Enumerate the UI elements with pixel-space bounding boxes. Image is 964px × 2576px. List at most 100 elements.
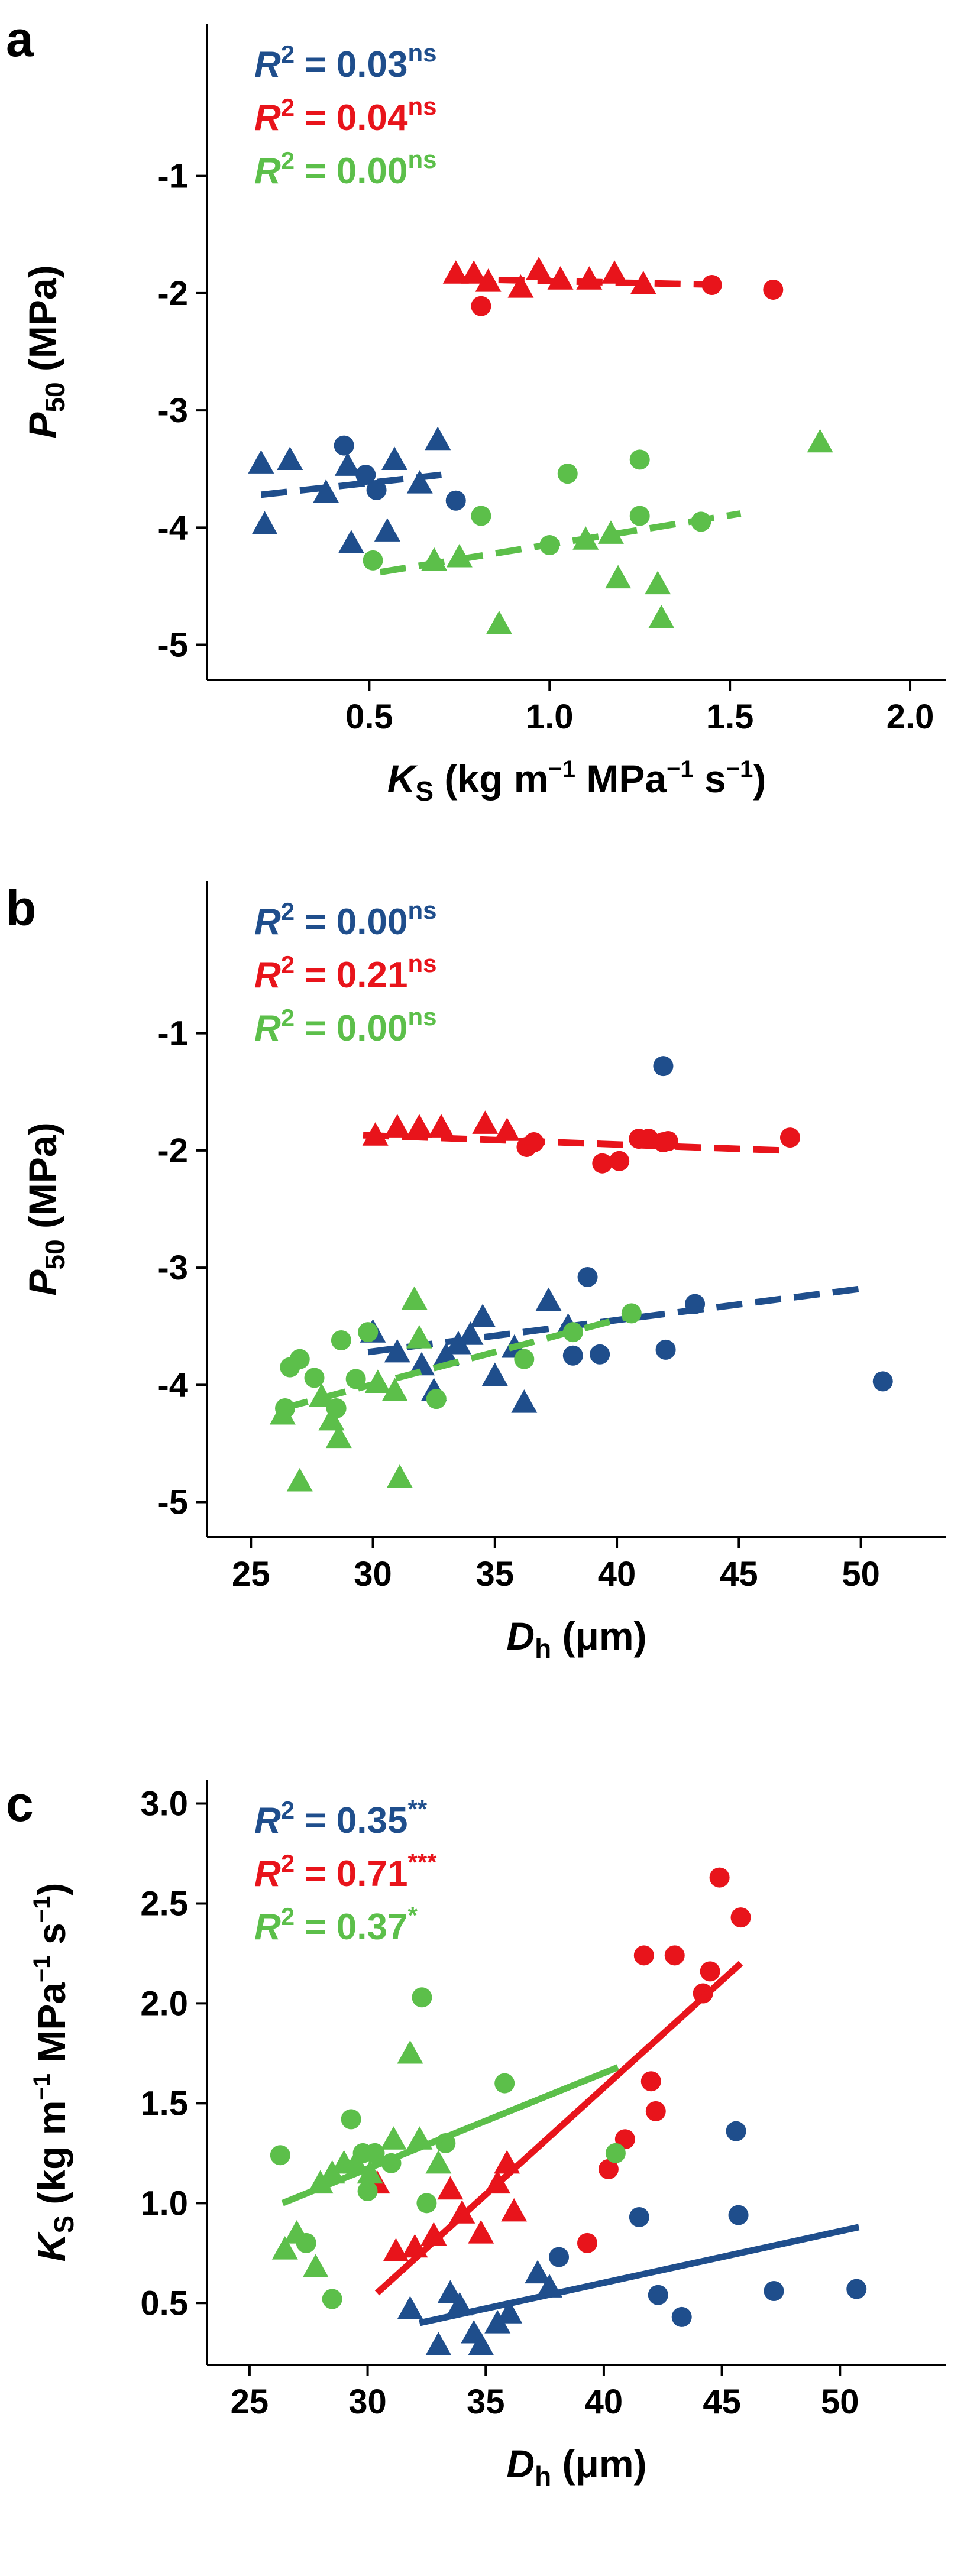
blue-circle-point — [445, 490, 466, 511]
blue-circle-point — [629, 2206, 649, 2227]
green-fit-line — [282, 1311, 638, 1412]
blue-r2-annotation: R2 = 0.03ns — [254, 39, 436, 85]
x-tick-label: 30 — [354, 1555, 392, 1593]
red-r2-annotation: R2 = 0.04ns — [254, 92, 436, 138]
red-circle-point — [763, 279, 784, 300]
green-triangle-point — [486, 610, 512, 634]
x-tick-label: 2.0 — [887, 698, 934, 736]
green-triangle-point — [401, 1286, 428, 1310]
green-circle-point — [270, 2145, 290, 2166]
blue-triangle-point — [409, 1352, 435, 1376]
x-axis-label: Dh (μm) — [506, 1614, 646, 1664]
green-circle-point — [412, 1987, 432, 2008]
red-triangle-point — [576, 266, 603, 290]
green-circle-point — [331, 1330, 351, 1350]
red-circle-point — [577, 2232, 597, 2253]
green-circle-point — [605, 2143, 626, 2163]
x-tick-label: 1.5 — [706, 698, 754, 736]
blue-triangle-point — [381, 446, 408, 470]
blue-circle-point — [764, 2280, 784, 2301]
y-tick-label: -5 — [157, 626, 188, 665]
red-circle-point — [471, 296, 491, 316]
x-axis-label: KS (kg m−1 MPa−1 s−1) — [387, 756, 766, 806]
green-triangle-point — [318, 1407, 345, 1431]
green-circle-point — [471, 506, 491, 526]
green-fit-line — [281, 2064, 619, 2206]
blue-circle-point — [355, 465, 376, 485]
panel-c: c 0.5 1.0 1.5 2.0 2.5 3.0 25 30 35 40 45 50 Dh (μm) KS… — [6, 1776, 946, 2491]
x-tick-label: 45 — [720, 1555, 758, 1593]
x-tick-label: 50 — [842, 1555, 880, 1593]
green-circle-point — [357, 2181, 378, 2202]
blue-triangle-point — [406, 470, 433, 494]
blue-circle-point — [846, 2279, 867, 2299]
blue-circle-point — [726, 2121, 746, 2141]
x-tick-label: 25 — [231, 2383, 269, 2421]
red-triangle-point — [437, 2176, 464, 2200]
blue-triangle-point — [277, 446, 303, 470]
blue-circle-point — [590, 1344, 610, 1365]
red-r2-annotation: R2 = 0.71*** — [254, 1848, 437, 1894]
green-triangle-point — [425, 2150, 452, 2174]
blue-circle-point — [577, 1266, 598, 1287]
green-circle-point — [494, 2073, 515, 2094]
green-triangle-point — [271, 2236, 298, 2260]
green-circle-point — [341, 2109, 361, 2130]
red-triangle-point — [428, 1114, 455, 1138]
blue-circle-point — [562, 1345, 583, 1366]
green-r2-annotation: R2 = 0.37* — [254, 1901, 418, 1948]
y-tick-label: 2.0 — [140, 1984, 188, 2023]
green-circle-point — [416, 2193, 437, 2214]
x-tick-label: 0.5 — [345, 698, 393, 736]
green-triangle-point — [380, 2126, 407, 2150]
x-tick-label: 30 — [348, 2383, 387, 2421]
green-fit-line — [379, 510, 742, 576]
panel-label: b — [6, 880, 36, 936]
red-circle-point — [700, 1961, 720, 1982]
blue-triangle-point — [496, 2300, 523, 2324]
red-circle-point — [664, 1945, 685, 1966]
blue-circle-point — [671, 2306, 692, 2327]
red-fit-line — [374, 1961, 743, 2296]
red-triangle-point — [630, 271, 656, 294]
panel-label: c — [6, 1776, 34, 1832]
green-circle-point — [426, 1389, 447, 1409]
red-triangle-point — [507, 274, 534, 298]
y-tick-label: -3 — [157, 1249, 188, 1287]
y-tick-label: 0.5 — [140, 2284, 188, 2322]
x-tick-label: 45 — [703, 2383, 741, 2421]
red-circle-point — [779, 1127, 800, 1148]
y-axis-label: KS (kg m−1 MPa−1 s−1) — [29, 1883, 79, 2262]
green-circle-point — [358, 1322, 379, 1343]
blue-circle-point — [366, 479, 387, 500]
blue-circle-point — [728, 2205, 749, 2225]
green-circle-point — [345, 1369, 366, 1389]
green-circle-point — [326, 1398, 347, 1418]
blue-triangle-point — [384, 1339, 410, 1363]
green-circle-point — [322, 2289, 342, 2309]
green-r2-annotation: R2 = 0.00ns — [254, 145, 436, 192]
green-triangle-point — [302, 2254, 329, 2278]
blue-triangle-point — [535, 1287, 562, 1311]
blue-circle-point — [549, 2247, 570, 2267]
red-triangle-point — [501, 2198, 528, 2222]
panel-b: b -5 -4 -3 -2 -1 25 30 35 40 45 50 Dh (μm) P50 (MPa) R… — [6, 880, 946, 1664]
blue-triangle-point — [470, 1304, 496, 1327]
red-triangle-point — [384, 1114, 410, 1138]
blue-triangle-point — [251, 511, 278, 534]
y-axis-label: P50 (MPa) — [21, 265, 70, 438]
x-tick-label: 35 — [467, 2383, 505, 2421]
red-fit-line — [363, 1132, 783, 1154]
y-tick-label: -1 — [157, 1015, 188, 1053]
green-r2-annotation: R2 = 0.00ns — [254, 1003, 436, 1049]
blue-fit-line — [260, 471, 442, 498]
red-fit-line — [459, 276, 730, 289]
blue-r2-annotation: R2 = 0.35** — [254, 1795, 428, 1841]
green-circle-point — [562, 1322, 583, 1343]
y-tick-label: -1 — [157, 157, 188, 196]
red-circle-point — [730, 1907, 751, 1928]
green-triangle-point — [286, 1467, 313, 1492]
blue-circle-point — [648, 2285, 668, 2305]
green-triangle-point — [406, 1325, 432, 1349]
